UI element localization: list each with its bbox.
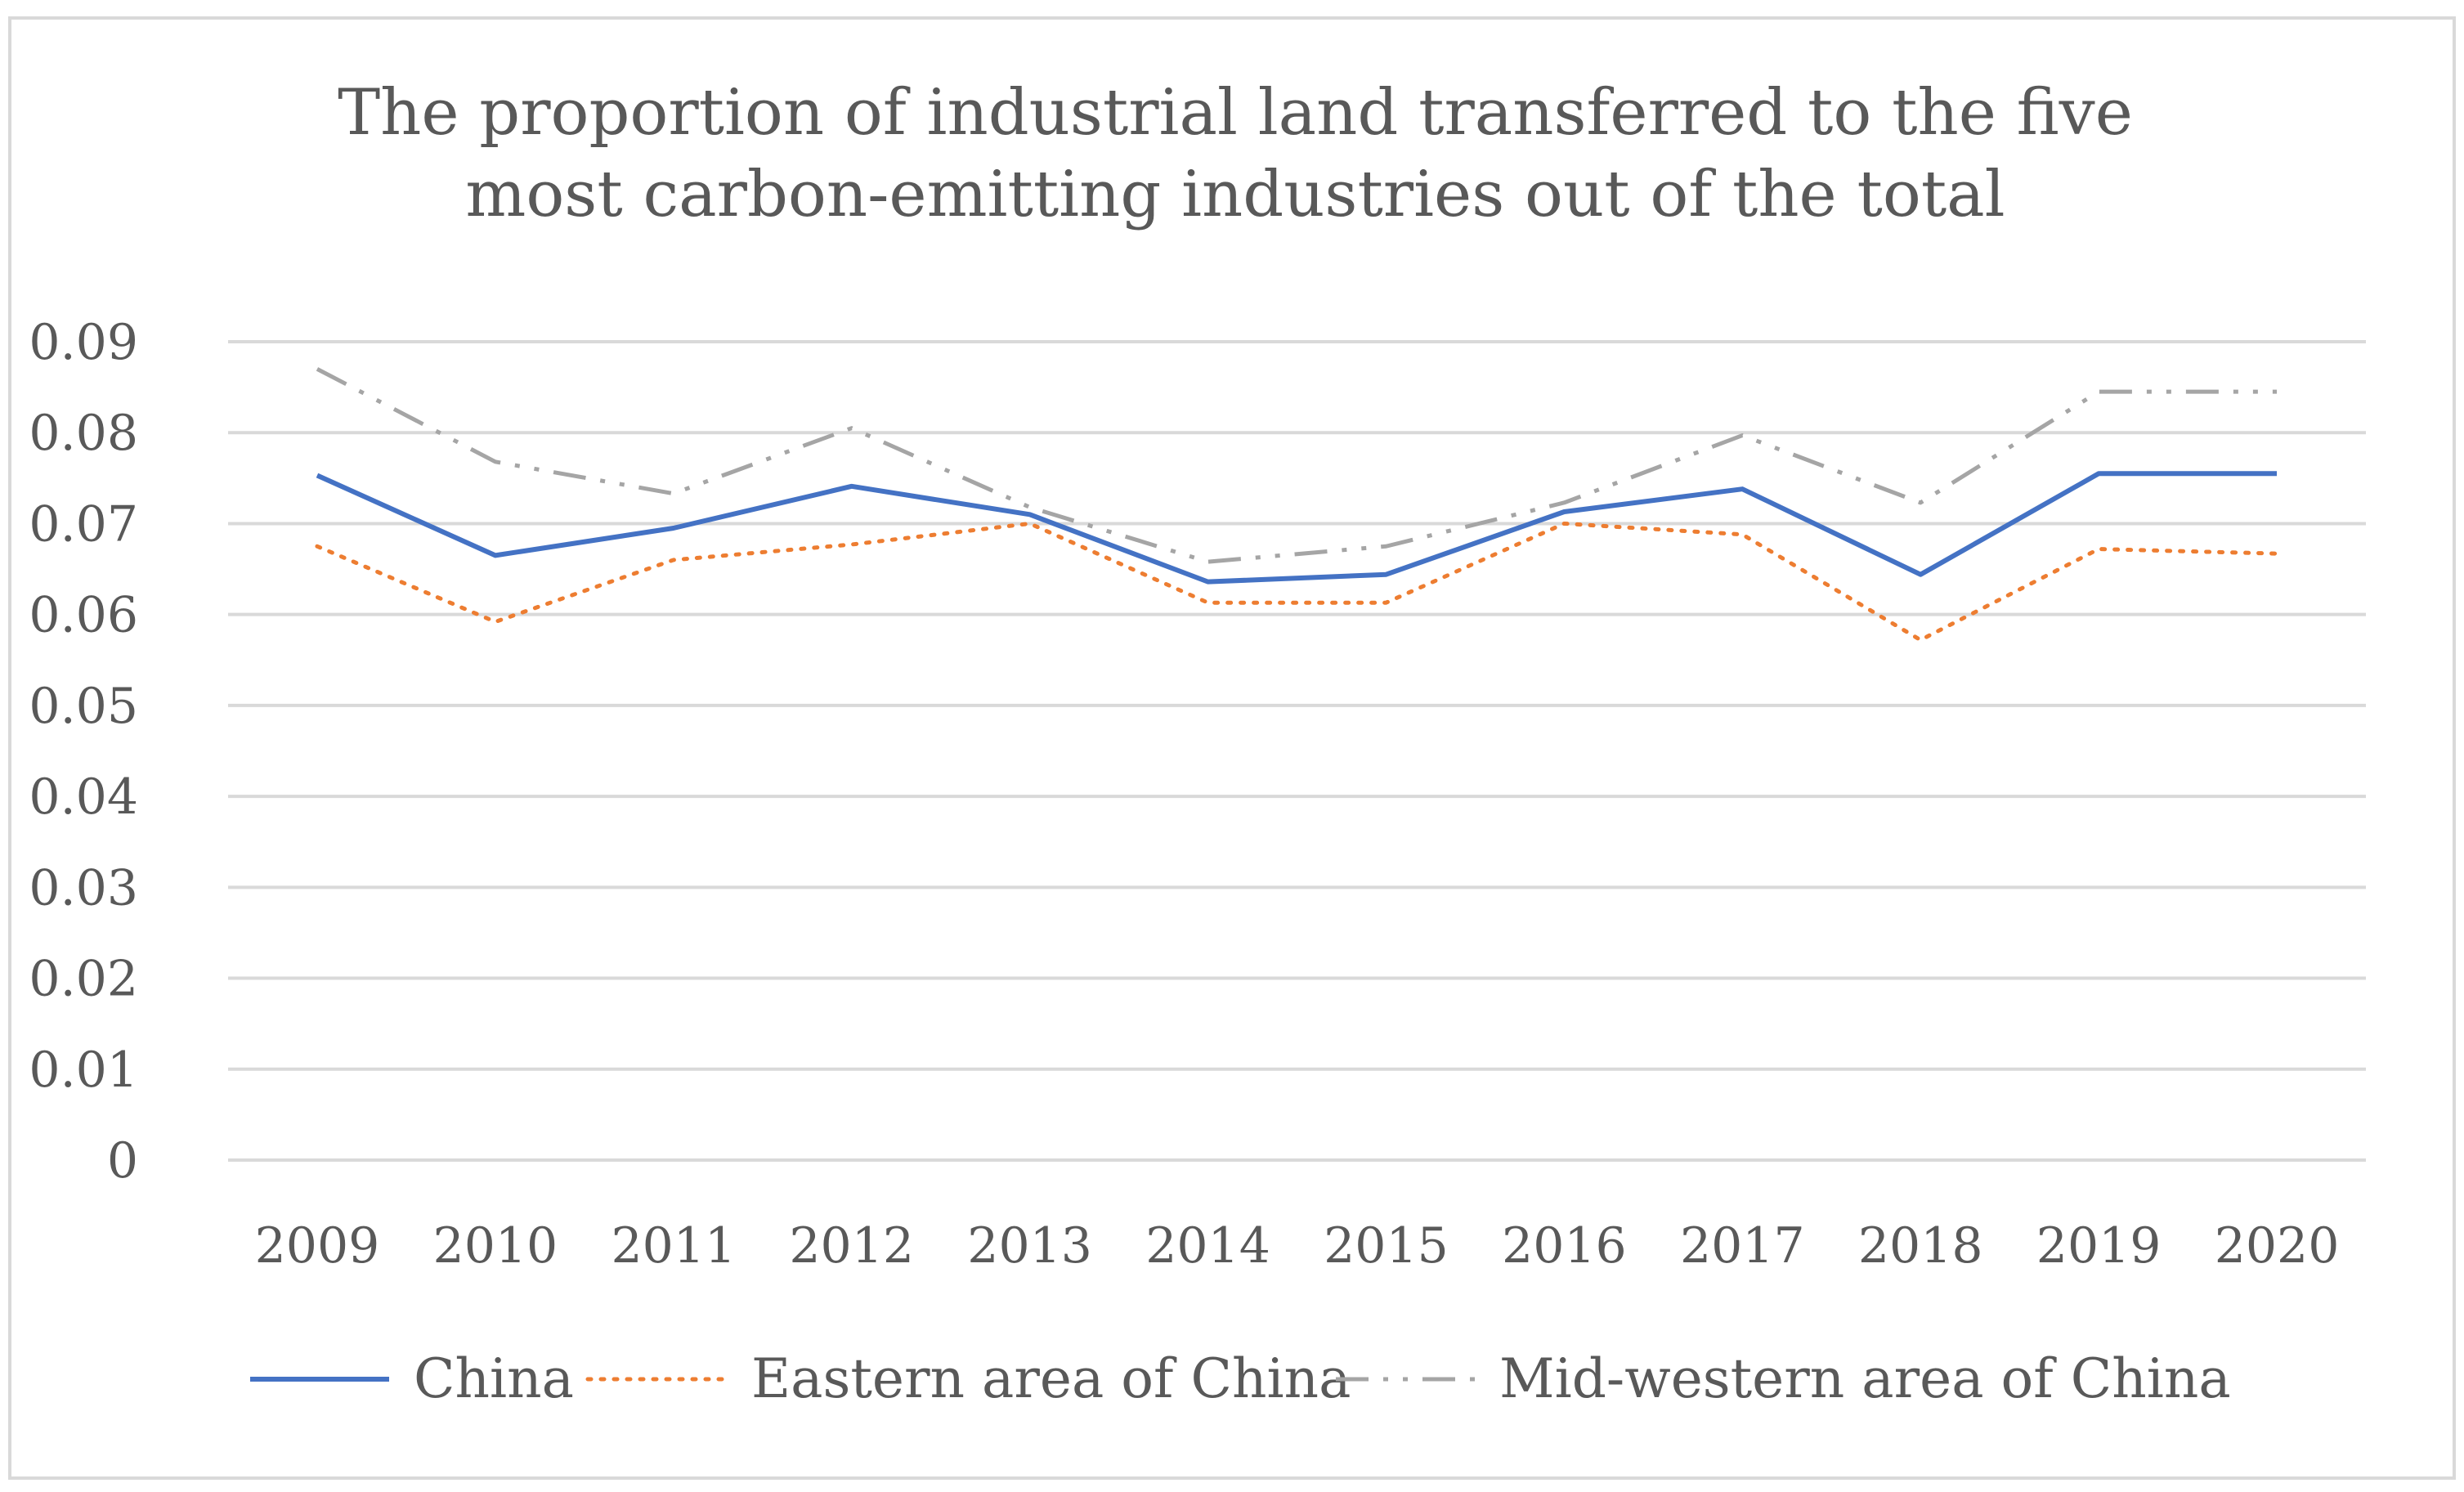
x-tick-label: 2016 <box>1502 1217 1627 1275</box>
x-tick-label: 2019 <box>2036 1217 2162 1275</box>
series-line-2 <box>315 521 2279 643</box>
x-tick-label: 2017 <box>1680 1217 1805 1275</box>
y-tick-label: 0.05 <box>29 678 138 735</box>
series-lines <box>315 367 2279 643</box>
legend: China Eastern area of China Mid-western ar… <box>250 1347 2231 1410</box>
x-tick-label: 2018 <box>1858 1217 1983 1275</box>
y-axis-tick-labels: 0.09 0.08 0.07 0.06 0.05 0.04 0.03 0.02 0.01 0 <box>29 314 138 1190</box>
x-tick-label: 2013 <box>967 1217 1092 1275</box>
y-tick-label: 0.02 <box>29 951 138 1008</box>
y-tick-label: 0.06 <box>29 587 138 644</box>
series-line-3 <box>316 367 2278 564</box>
x-axis-tick-labels: 2009 2010 2011 2012 2013 2014 2015 2016 2017 2018… <box>255 1217 2340 1275</box>
y-tick-label: 0.03 <box>29 859 138 916</box>
y-tick-label: 0.01 <box>29 1042 138 1099</box>
y-tick-label: 0.07 <box>29 495 138 553</box>
legend-label: Eastern area of China <box>751 1347 1351 1410</box>
x-tick-label: 2014 <box>1145 1217 1270 1275</box>
gridlines <box>228 340 2366 1162</box>
y-tick-label: 0.08 <box>29 405 138 462</box>
x-tick-label: 2009 <box>255 1217 380 1275</box>
series-line-1 <box>316 471 2278 585</box>
chart-title-line-1: The proportion of industrial land transf… <box>338 76 2133 150</box>
y-tick-label: 0.09 <box>29 314 138 371</box>
y-tick-label: 0.04 <box>29 768 138 826</box>
line-chart: The proportion of industrial land transf… <box>29 76 2366 1410</box>
legend-label: Mid-western area of China <box>1499 1347 2231 1410</box>
y-tick-label: 0 <box>107 1132 138 1190</box>
x-tick-label: 2012 <box>789 1217 914 1275</box>
x-tick-label: 2011 <box>611 1217 736 1275</box>
chart-title-line-2: most carbon-emitting industries out of t… <box>465 158 2005 231</box>
chart-frame: The proportion of industrial land transf… <box>8 16 2456 1480</box>
x-tick-label: 2015 <box>1324 1217 1449 1275</box>
x-tick-label: 2020 <box>2215 1217 2340 1275</box>
x-tick-label: 2010 <box>433 1217 558 1275</box>
legend-label: China <box>414 1347 574 1410</box>
